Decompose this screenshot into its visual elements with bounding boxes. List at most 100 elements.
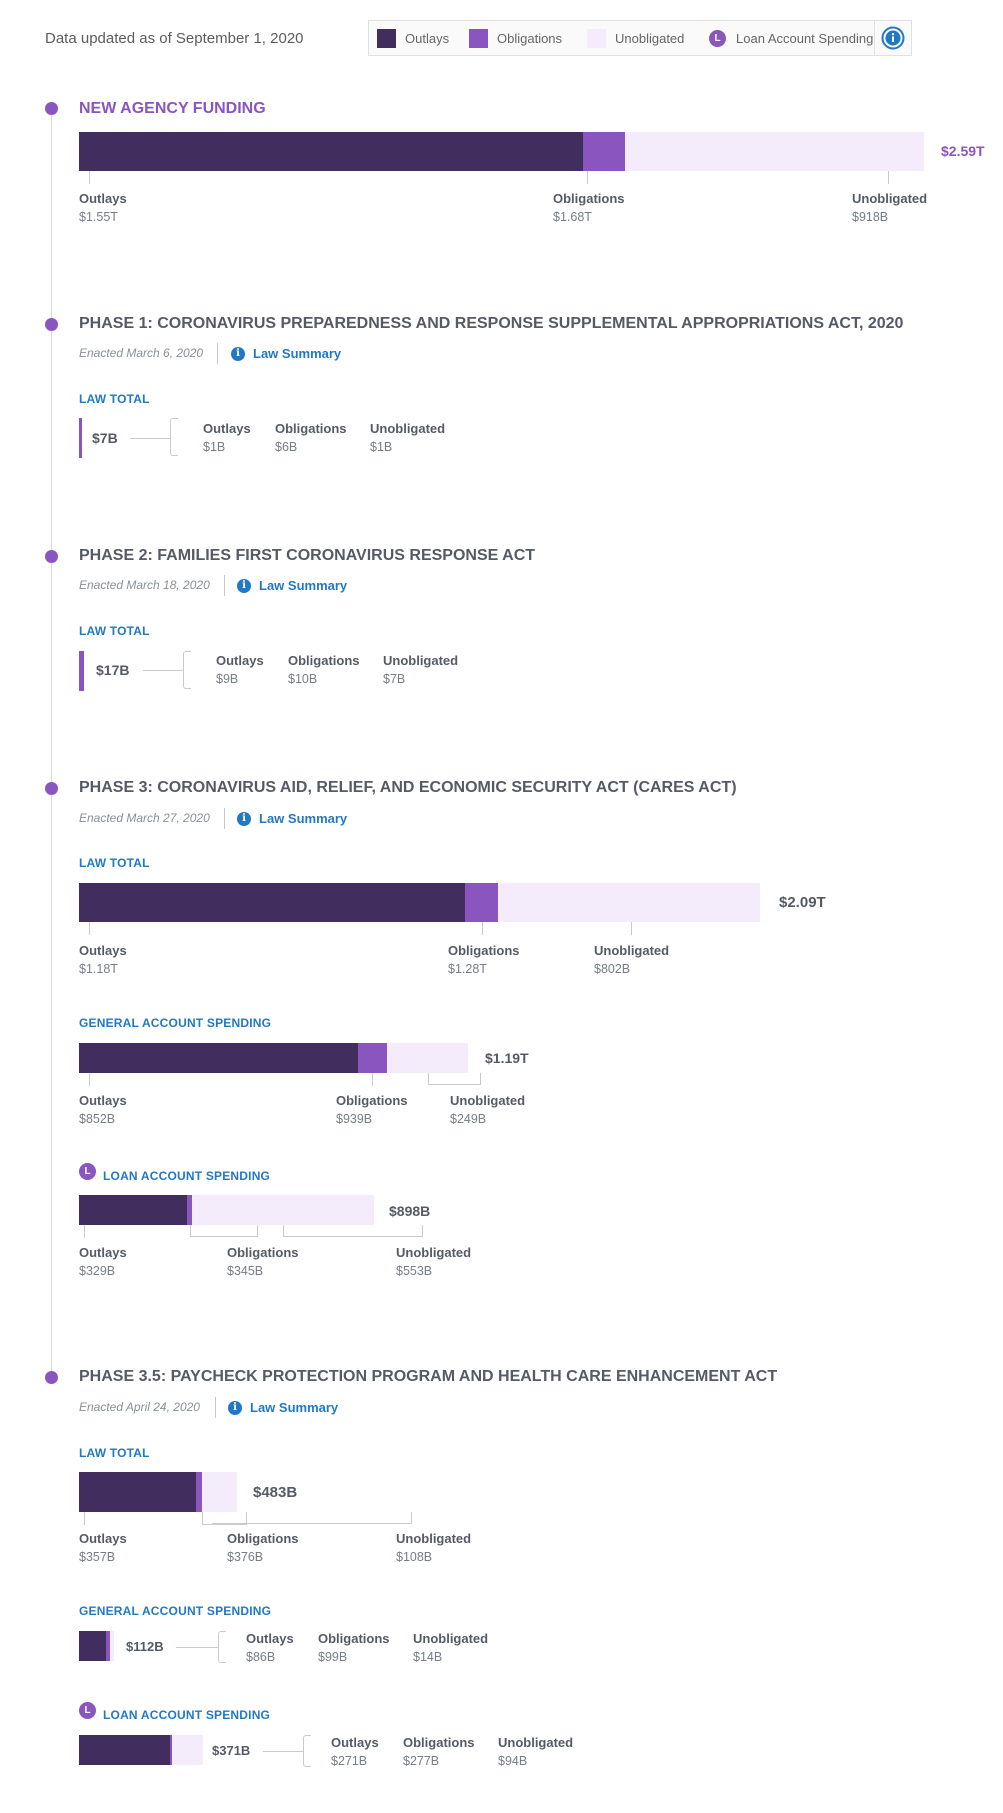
bracket <box>183 651 191 689</box>
law-summary-link[interactable]: i Law Summary <box>237 578 347 593</box>
obligations-heading: Obligations <box>227 1245 299 1260</box>
law-total-heading: LAW TOTAL <box>79 624 150 638</box>
unobligated-segment <box>192 1195 374 1225</box>
loan-account-heading: LOAN ACCOUNT SPENDING <box>103 1169 271 1183</box>
obligations-value: $939B <box>336 1112 373 1126</box>
obligations-tick <box>482 922 483 935</box>
total-value: $2.59T <box>941 143 985 159</box>
total-value: $7B <box>92 430 118 446</box>
outlays-segment <box>79 1735 170 1765</box>
unobligated-heading: Unobligated <box>370 421 446 436</box>
total-value: $17B <box>96 662 130 678</box>
law-summary-link[interactable]: i Law Summary <box>237 811 347 826</box>
thin-stacked-bar <box>79 651 84 691</box>
legend-loan: L Loan Account Spending <box>709 21 873 55</box>
info-icon: i <box>231 346 245 361</box>
outlays-value: $86B <box>246 1650 276 1664</box>
timeline-dot <box>45 318 58 331</box>
outlays-label: Outlays $1.55T <box>79 190 127 226</box>
obligations-label: Obligations $345B <box>227 1244 299 1280</box>
outlays-label: Outlays $9B <box>216 652 264 688</box>
total-value: $898B <box>389 1203 431 1219</box>
section-title-phase35: PHASE 3.5: PAYCHECK PROTECTION PROGRAM A… <box>79 1368 778 1385</box>
obligations-label: Obligations $939B <box>336 1092 408 1128</box>
unobligated-label: Unobligated $94B <box>498 1734 573 1770</box>
obligations-heading: Obligations <box>448 943 520 958</box>
obligations-value: $1.28T <box>448 962 487 976</box>
total-value: $2.09T <box>779 894 826 911</box>
legend-unobligated: Unobligated <box>587 21 684 55</box>
obligations-segment <box>465 883 498 922</box>
general-account-heading: GENERAL ACCOUNT SPENDING <box>79 1016 272 1030</box>
outlays-value: $357B <box>79 1550 116 1564</box>
unobligated-value: $108B <box>396 1550 433 1564</box>
obligations-label: Obligations $99B <box>318 1630 390 1666</box>
outlays-tick <box>89 922 90 935</box>
outlays-tick <box>89 171 90 184</box>
total-value: $1.19T <box>485 1050 529 1066</box>
enacted-date: Enacted March 6, 2020 <box>79 346 204 360</box>
outlays-label: Outlays $1B <box>203 420 251 456</box>
loan-account-heading: LOAN ACCOUNT SPENDING <box>103 1708 271 1722</box>
outlays-label: Outlays $86B <box>246 1630 294 1666</box>
unobligated-connector <box>283 1225 423 1237</box>
enacted-date: Enacted March 18, 2020 <box>79 578 210 592</box>
connector-line <box>176 1647 218 1648</box>
outlays-segment <box>79 1043 359 1073</box>
unobligated-label: Unobligated $108B <box>396 1530 471 1566</box>
section-title-phase1: PHASE 1: CORONAVIRUS PREPAREDNESS AND RE… <box>79 315 904 332</box>
law-summary-link[interactable]: i Law Summary <box>228 1400 338 1415</box>
unobligated-value: $94B <box>498 1754 528 1768</box>
unobligated-value: $1B <box>370 440 393 454</box>
bracket <box>170 418 178 456</box>
obligations-segment <box>583 132 626 171</box>
loan-badge-icon: L <box>79 1163 96 1180</box>
outlays-segment <box>79 1195 188 1225</box>
obligations-connector <box>190 1225 258 1237</box>
timeline-dot <box>45 1371 58 1384</box>
law-summary-label: Law Summary <box>259 578 348 593</box>
legend-info-button[interactable] <box>874 21 911 55</box>
unobligated-segment <box>201 1472 237 1512</box>
obligations-connector <box>202 1512 247 1525</box>
stacked-bar <box>79 1631 115 1661</box>
unobligated-segment <box>497 883 761 922</box>
unobligated-heading: Unobligated <box>594 943 670 958</box>
outlays-heading: Outlays <box>331 1735 379 1750</box>
outlays-heading: Outlays <box>216 653 264 668</box>
unobligated-heading: Unobligated <box>498 1735 574 1750</box>
stacked-bar <box>79 883 763 922</box>
outlays-tick <box>84 1512 85 1525</box>
unobligated-value: $14B <box>413 1650 443 1664</box>
unobligated-label: Unobligated $249B <box>450 1092 525 1128</box>
obligations-value: $6B <box>275 440 298 454</box>
outlays-value: $1.55T <box>79 210 118 224</box>
timeline-dot <box>45 102 58 115</box>
outlays-heading: Outlays <box>79 1093 127 1108</box>
outlays-value: $9B <box>216 672 239 686</box>
unobligated-label: Unobligated $802B <box>594 942 669 978</box>
law-summary-label: Law Summary <box>253 346 342 361</box>
law-summary-link[interactable]: i Law Summary <box>231 346 341 361</box>
unobligated-value: $802B <box>594 962 631 976</box>
unobligated-label: Unobligated $7B <box>383 652 458 688</box>
unobligated-value: $7B <box>383 672 406 686</box>
unobligated-segment <box>109 1631 115 1661</box>
info-circle-icon <box>881 26 905 50</box>
unobligated-heading: Unobligated <box>413 1631 489 1646</box>
divider <box>217 343 218 364</box>
section-title-phase2: PHASE 2: FAMILIES FIRST CORONAVIRUS RESP… <box>79 547 536 564</box>
obligations-heading: Obligations <box>553 191 625 206</box>
obligations-label: Obligations $277B <box>403 1734 475 1770</box>
obligations-value: $10B <box>288 672 318 686</box>
thin-stacked-bar <box>79 418 82 458</box>
obligations-heading: Obligations <box>275 421 347 436</box>
unobligated-label: Unobligated $918B <box>852 190 927 226</box>
enacted-date: Enacted April 24, 2020 <box>79 1400 200 1414</box>
unobligated-value: $553B <box>396 1264 433 1278</box>
timeline-line <box>51 108 52 1378</box>
unobligated-tick <box>888 171 889 184</box>
timeline-dot <box>45 782 58 795</box>
unobligated-value: $249B <box>450 1112 487 1126</box>
info-icon: i <box>237 811 251 826</box>
